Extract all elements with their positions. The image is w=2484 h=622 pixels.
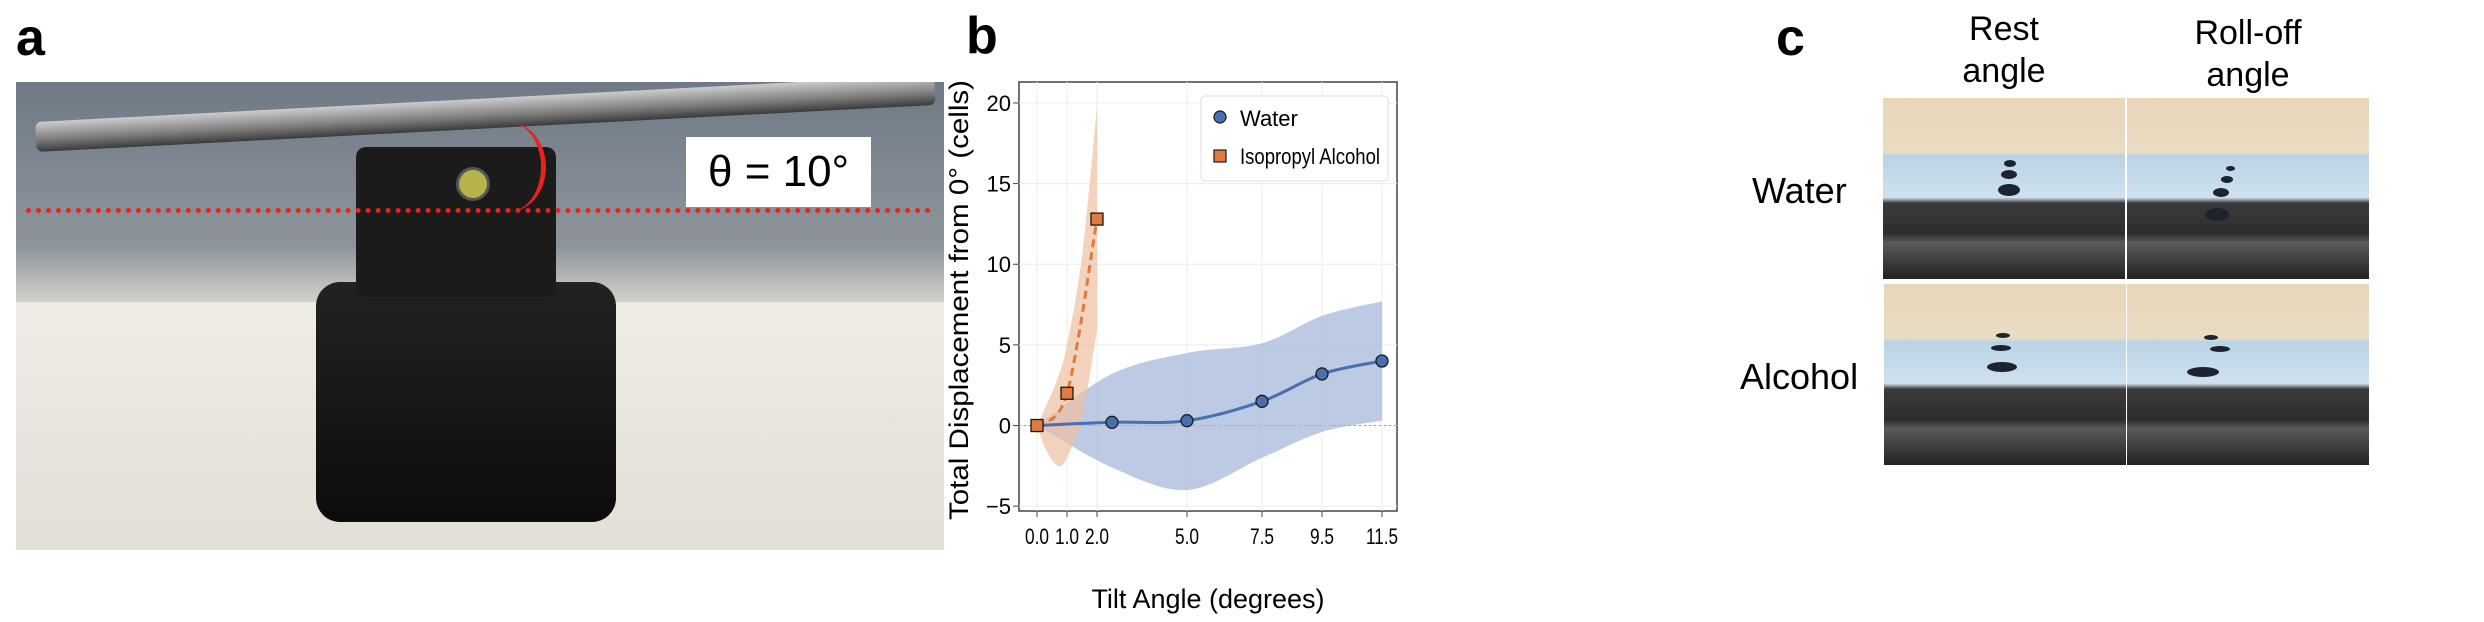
row-label-water: Water bbox=[1752, 170, 1847, 211]
water-point bbox=[1375, 354, 1389, 368]
alcohol-point bbox=[1030, 418, 1044, 433]
y-tick-label: 0 bbox=[999, 414, 1011, 439]
water-line bbox=[1036, 359, 1383, 428]
x-axis-label: Tilt Angle (degrees) bbox=[1091, 584, 1324, 614]
rotation-stage bbox=[316, 282, 616, 522]
alcohol-line bbox=[1035, 218, 1099, 427]
x-tick-label: 9.5 bbox=[1310, 524, 1334, 549]
x-tick-label: 5.0 bbox=[1175, 524, 1199, 549]
column-label-rolloff: Roll-off angle bbox=[2194, 14, 2302, 94]
photo-alcohol-rolloff bbox=[2127, 284, 2369, 465]
x-tick-label: 2.0 bbox=[1085, 524, 1109, 549]
row-label-alcohol: Alcohol bbox=[1740, 356, 1859, 397]
x-tick-label: 11.5 bbox=[1366, 524, 1398, 549]
panel-label-a: a bbox=[16, 9, 45, 67]
y-axis-label: Total Displacement from 0° (cells) bbox=[944, 80, 974, 520]
column-label-rest: Rest angle bbox=[1962, 10, 2046, 90]
legend-water-marker bbox=[1213, 110, 1227, 124]
water-point bbox=[1105, 415, 1119, 429]
x-tick-label: 7.5 bbox=[1250, 524, 1274, 549]
y-tick-label: −5 bbox=[986, 494, 1011, 519]
x-tick-label: 1.0 bbox=[1055, 524, 1079, 549]
angle-label: θ = 10° bbox=[686, 137, 872, 207]
water-point bbox=[1315, 367, 1329, 381]
legend-alcohol-label: Isopropyl Alcohol bbox=[1240, 144, 1380, 169]
y-tick-label: 10 bbox=[987, 252, 1011, 277]
alcohol-confidence-band bbox=[1037, 106, 1097, 467]
legend-water-label: Water bbox=[1240, 106, 1298, 131]
y-tick-label: 20 bbox=[987, 91, 1011, 116]
angle-arc bbox=[471, 122, 546, 212]
water-point bbox=[1180, 414, 1194, 428]
x-tick-label: 0.0 bbox=[1025, 524, 1049, 549]
water-point bbox=[1030, 418, 1044, 433]
panel-label-b: b bbox=[966, 7, 998, 65]
y-tick-label: 15 bbox=[987, 172, 1011, 197]
alcohol-point bbox=[1090, 212, 1104, 226]
tilt-stage-photo: θ = 10° bbox=[16, 82, 944, 550]
legend-alcohol-marker bbox=[1213, 149, 1227, 163]
panel-label-c: c bbox=[1776, 9, 1805, 67]
legend: Water Isopropyl Alcohol bbox=[1200, 95, 1389, 182]
photo-alcohol-rest bbox=[1884, 284, 2126, 465]
plot-frame bbox=[1018, 81, 1398, 512]
alcohol-point bbox=[1060, 386, 1074, 400]
water-confidence-band bbox=[1037, 301, 1382, 491]
water-point bbox=[1255, 394, 1269, 408]
photo-water-rolloff bbox=[2127, 98, 2369, 279]
photo-water-rest bbox=[1883, 98, 2125, 279]
y-tick-label: 5 bbox=[999, 333, 1011, 358]
